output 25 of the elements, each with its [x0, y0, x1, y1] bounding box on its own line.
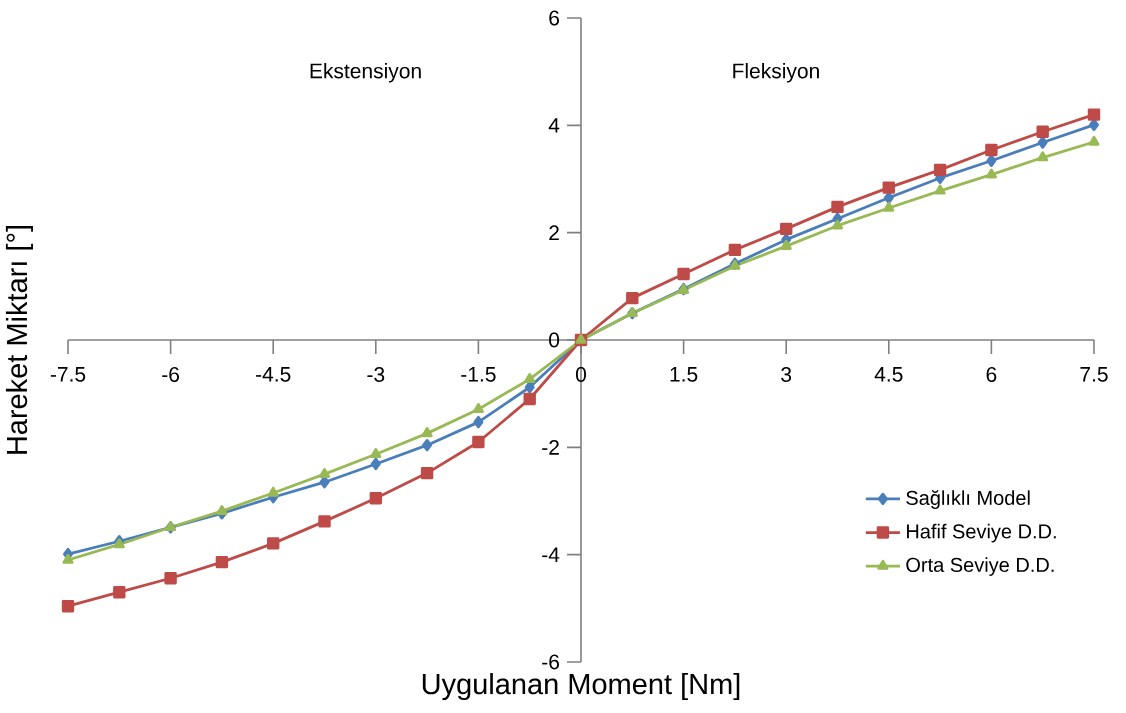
annotation: Fleksiyon — [733, 62, 819, 83]
y-tick-label: -6 — [542, 654, 560, 670]
y-tick-label: 2 — [549, 225, 559, 240]
y-axis-title: Hareket Miktarı [°] — [5, 225, 33, 454]
legend-label: Orta Seviye D.D. — [906, 557, 1054, 576]
x-tick-label: 6 — [986, 367, 997, 382]
x-tick-label: 0 — [575, 367, 587, 382]
y-tick-label: -4 — [542, 547, 560, 562]
x-tick-label: -3 — [367, 367, 385, 382]
y-tick-label: -2 — [542, 440, 559, 455]
legend-label: Hafif Seviye D.D. — [906, 523, 1056, 543]
y-tick-label: 0 — [549, 332, 560, 348]
x-tick-label: -1.5 — [461, 367, 496, 382]
x-tick-label: 1.5 — [670, 367, 698, 382]
x-axis-title: Uygulanan Moment [Nm] — [422, 673, 740, 701]
x-tick-label: 7.5 — [1080, 367, 1108, 382]
y-tick-label: 6 — [549, 10, 560, 26]
x-tick-label: -4.5 — [256, 367, 291, 382]
x-tick-label: 3 — [781, 367, 792, 382]
x-tick-label: -7.5 — [50, 367, 86, 382]
annotation: Ekstensiyon — [310, 62, 421, 83]
legend-label: Sağlıklı Model — [906, 490, 1030, 509]
x-tick-label: 4.5 — [874, 367, 903, 382]
y-tick-label: 4 — [548, 118, 560, 133]
x-tick-label: -6 — [162, 367, 180, 382]
